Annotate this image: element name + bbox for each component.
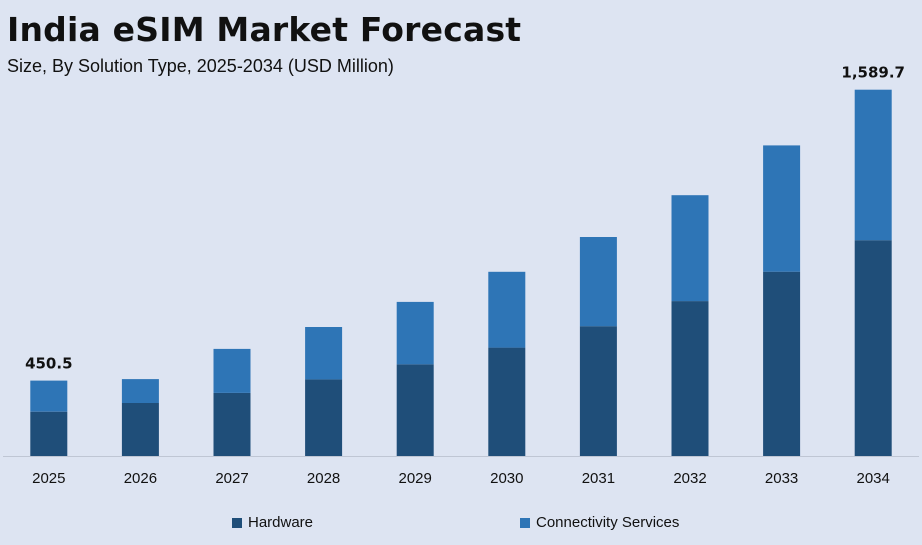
bar-connectivity-2031 bbox=[579, 237, 617, 327]
legend-swatch-hardware bbox=[232, 517, 242, 528]
chart-legend: Hardware Connectivity Services bbox=[0, 514, 922, 534]
bar-connectivity-2030 bbox=[488, 271, 526, 348]
x-tick-label-2026: 2026 bbox=[124, 470, 157, 487]
legend-item-hardware: Hardware bbox=[232, 514, 313, 531]
bar-connectivity-2029 bbox=[396, 301, 434, 365]
chart-subtitle: Size, By Solution Type, 2025-2034 (USD M… bbox=[7, 56, 394, 76]
x-tick-label-2028: 2028 bbox=[307, 470, 340, 487]
bar-hardware-2032 bbox=[671, 301, 709, 456]
x-tick-label-2034: 2034 bbox=[857, 470, 890, 487]
bar-hardware-2034 bbox=[854, 240, 892, 456]
x-tick-label-2030: 2030 bbox=[490, 470, 523, 487]
legend-label-connectivity: Connectivity Services bbox=[536, 514, 680, 531]
bar-connectivity-2033 bbox=[763, 145, 801, 272]
data-label-2025: 450.5 bbox=[25, 355, 72, 373]
bar-hardware-2031 bbox=[579, 326, 617, 456]
legend-swatch-connectivity bbox=[520, 517, 530, 528]
x-tick-label-2033: 2033 bbox=[765, 470, 798, 487]
bar-connectivity-2027 bbox=[213, 348, 251, 393]
bar-connectivity-2025 bbox=[30, 380, 68, 412]
bar-hardware-2028 bbox=[305, 379, 343, 456]
bar-hardware-2027 bbox=[213, 392, 251, 456]
bar-hardware-2026 bbox=[121, 403, 159, 456]
bar-hardware-2025 bbox=[30, 411, 68, 456]
x-tick-label-2032: 2032 bbox=[673, 470, 706, 487]
bar-connectivity-2028 bbox=[305, 327, 343, 380]
bar-hardware-2029 bbox=[396, 364, 434, 456]
x-tick-label-2025: 2025 bbox=[32, 470, 65, 487]
bar-hardware-2030 bbox=[488, 347, 526, 456]
stacked-bar-chart: 2025 450.5 2026 2027 2028 2029 2030 2031 2032 203… bbox=[3, 64, 919, 487]
x-tick-label-2029: 2029 bbox=[399, 470, 432, 487]
bar-hardware-2033 bbox=[763, 271, 801, 456]
bar-connectivity-2034 bbox=[854, 89, 892, 241]
x-tick-label-2027: 2027 bbox=[215, 470, 248, 487]
bar-connectivity-2032 bbox=[671, 195, 709, 302]
legend-label-hardware: Hardware bbox=[248, 514, 314, 531]
legend-item-connectivity: Connectivity Services bbox=[520, 514, 679, 531]
data-label-2034: 1,589.7 bbox=[841, 64, 905, 82]
bar-connectivity-2026 bbox=[121, 379, 159, 403]
x-tick-label-2031: 2031 bbox=[582, 470, 615, 487]
chart-title: India eSIM Market Forecast bbox=[7, 10, 522, 49]
